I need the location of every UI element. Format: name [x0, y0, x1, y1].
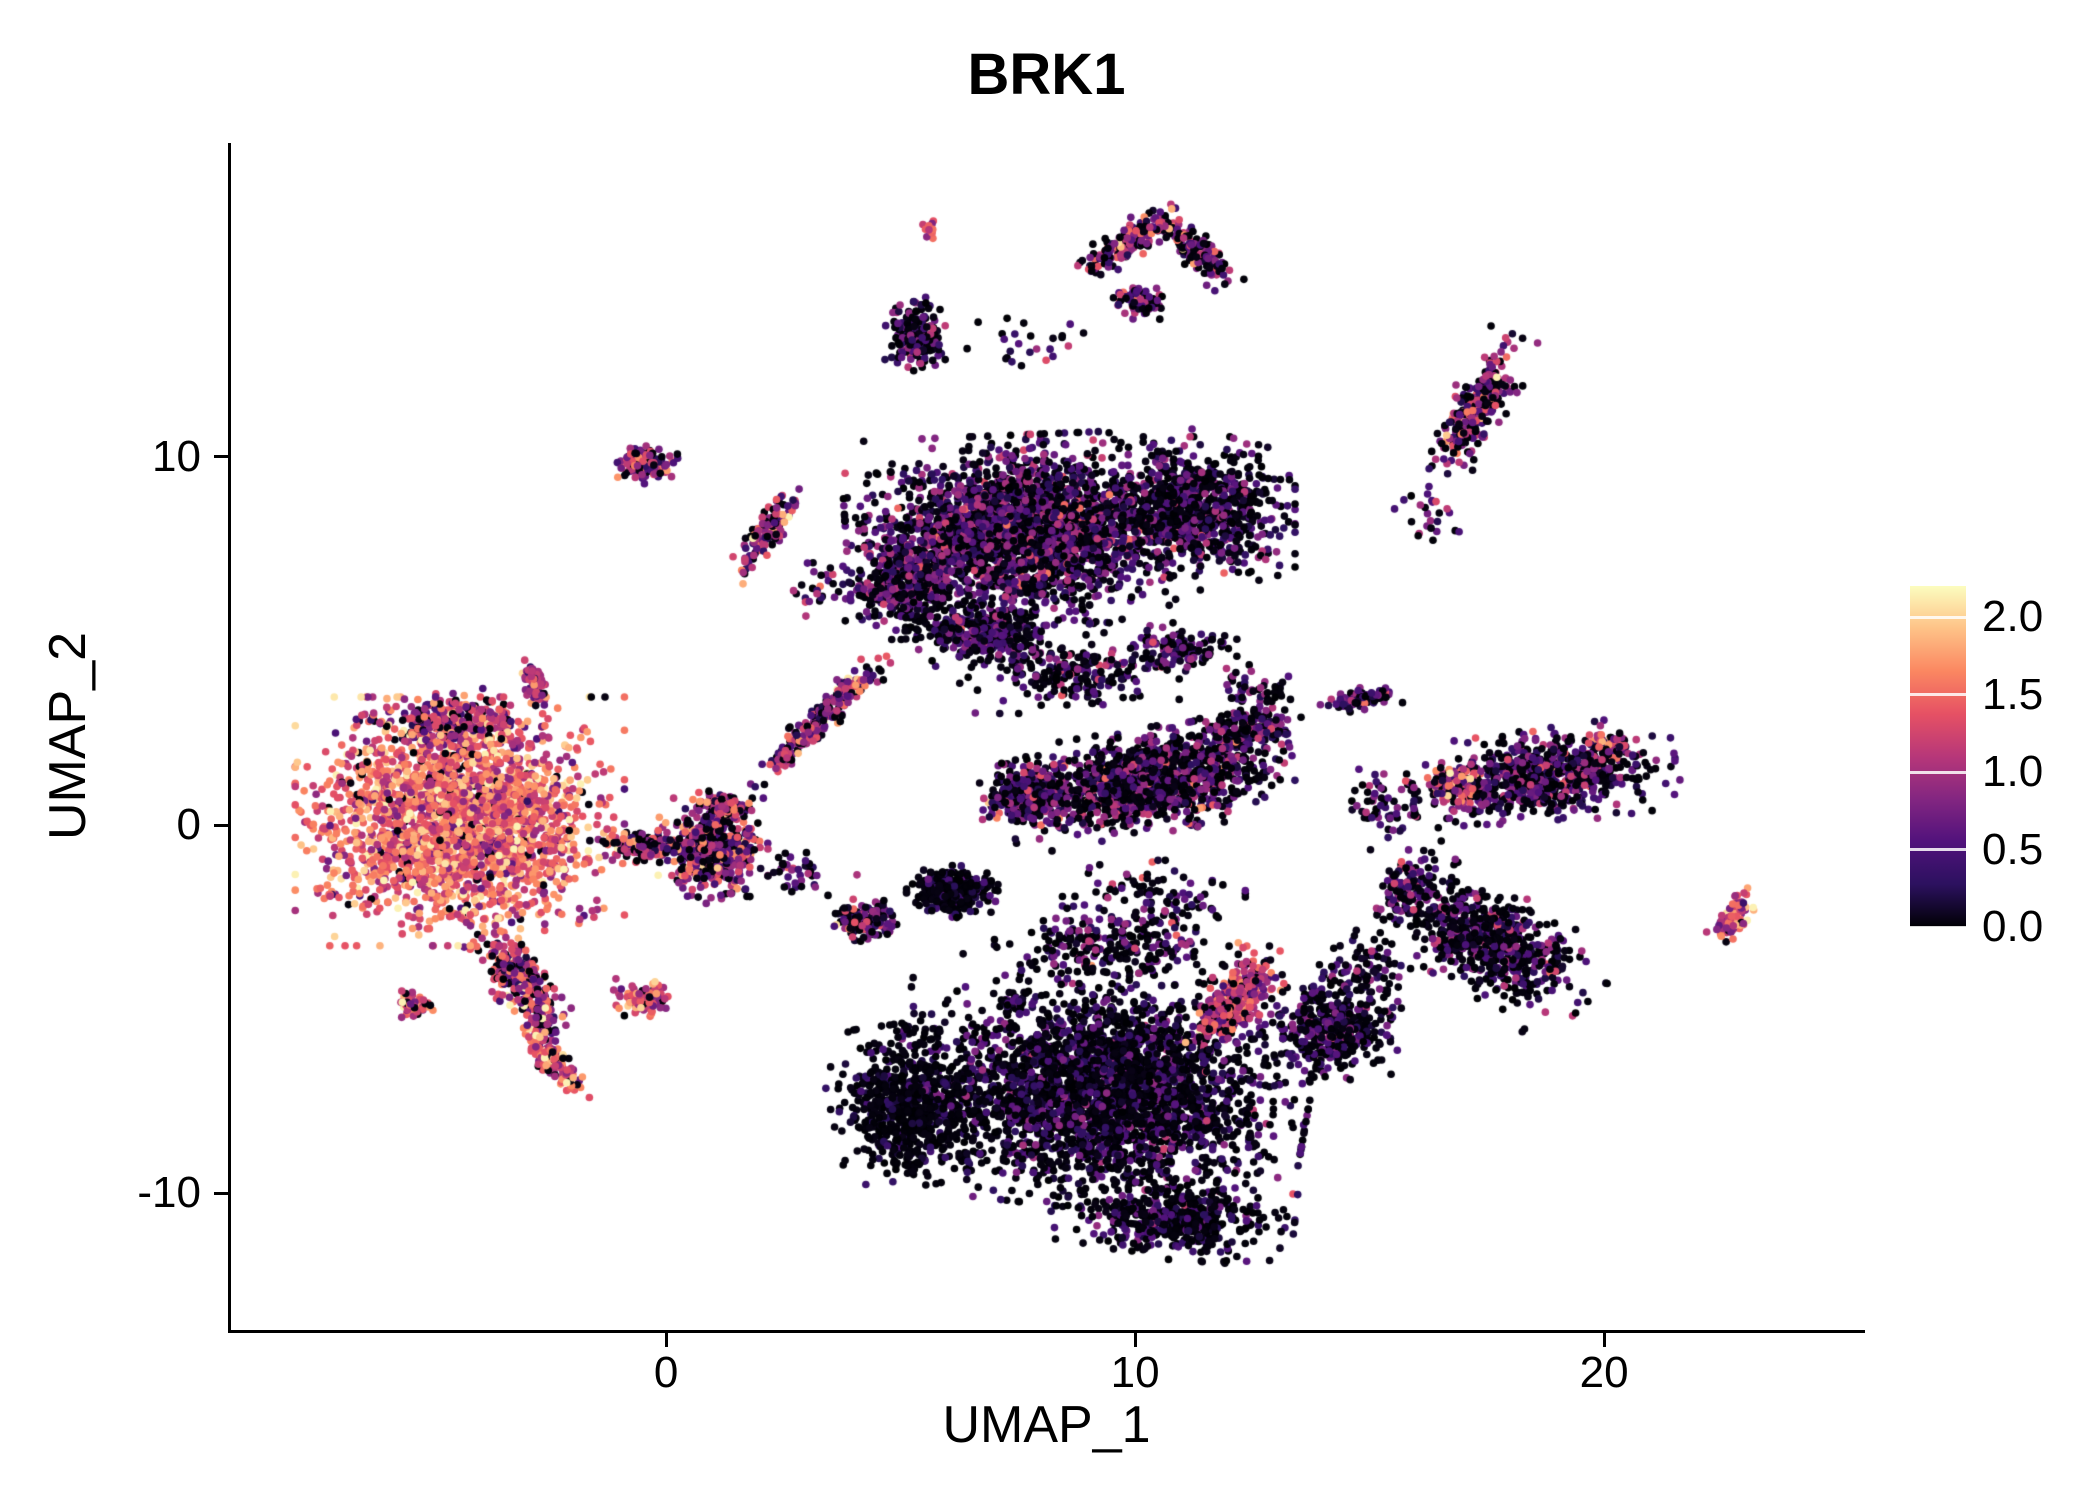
colorbar-tick-mark: [1910, 693, 1966, 696]
colorbar-gradient: [1910, 586, 1966, 927]
colorbar-tick-label: 0.5: [1982, 824, 2044, 874]
y-tick-label: 0: [176, 800, 201, 850]
x-tick-mark: [1133, 1333, 1137, 1347]
colorbar-tick-label: 2.0: [1982, 592, 2044, 641]
umap-scatter-canvas: [231, 143, 1862, 1330]
colorbar-tick-label: 0.0: [1982, 902, 2044, 951]
chart-title: BRK1: [967, 42, 1126, 107]
x-tick-label: 20: [1579, 1348, 1629, 1397]
y-tick-label: 10: [152, 431, 201, 481]
x-tick-mark: [664, 1333, 668, 1347]
x-axis-title: UMAP_1: [942, 1396, 1151, 1454]
colorbar-tick-mark: [1910, 925, 1966, 929]
colorbar-tick-label: 1.0: [1982, 747, 2044, 796]
y-tick-mark: [214, 1191, 228, 1195]
y-tick-label: -10: [137, 1168, 201, 1218]
x-tick-mark: [1602, 1333, 1606, 1347]
colorbar-tick-mark: [1910, 770, 1966, 774]
y-tick-mark: [214, 823, 228, 827]
colorbar-tick-label: 1.5: [1982, 669, 2044, 719]
x-axis-line: [228, 1330, 1865, 1333]
x-tick-label: 0: [653, 1348, 679, 1397]
y-tick-mark: [214, 455, 228, 459]
x-tick-label: 10: [1110, 1348, 1160, 1397]
colorbar-legend: [1910, 586, 1966, 927]
colorbar-tick-mark: [1910, 615, 1966, 619]
colorbar-tick-mark: [1910, 848, 1966, 851]
y-axis-line: [228, 143, 231, 1333]
